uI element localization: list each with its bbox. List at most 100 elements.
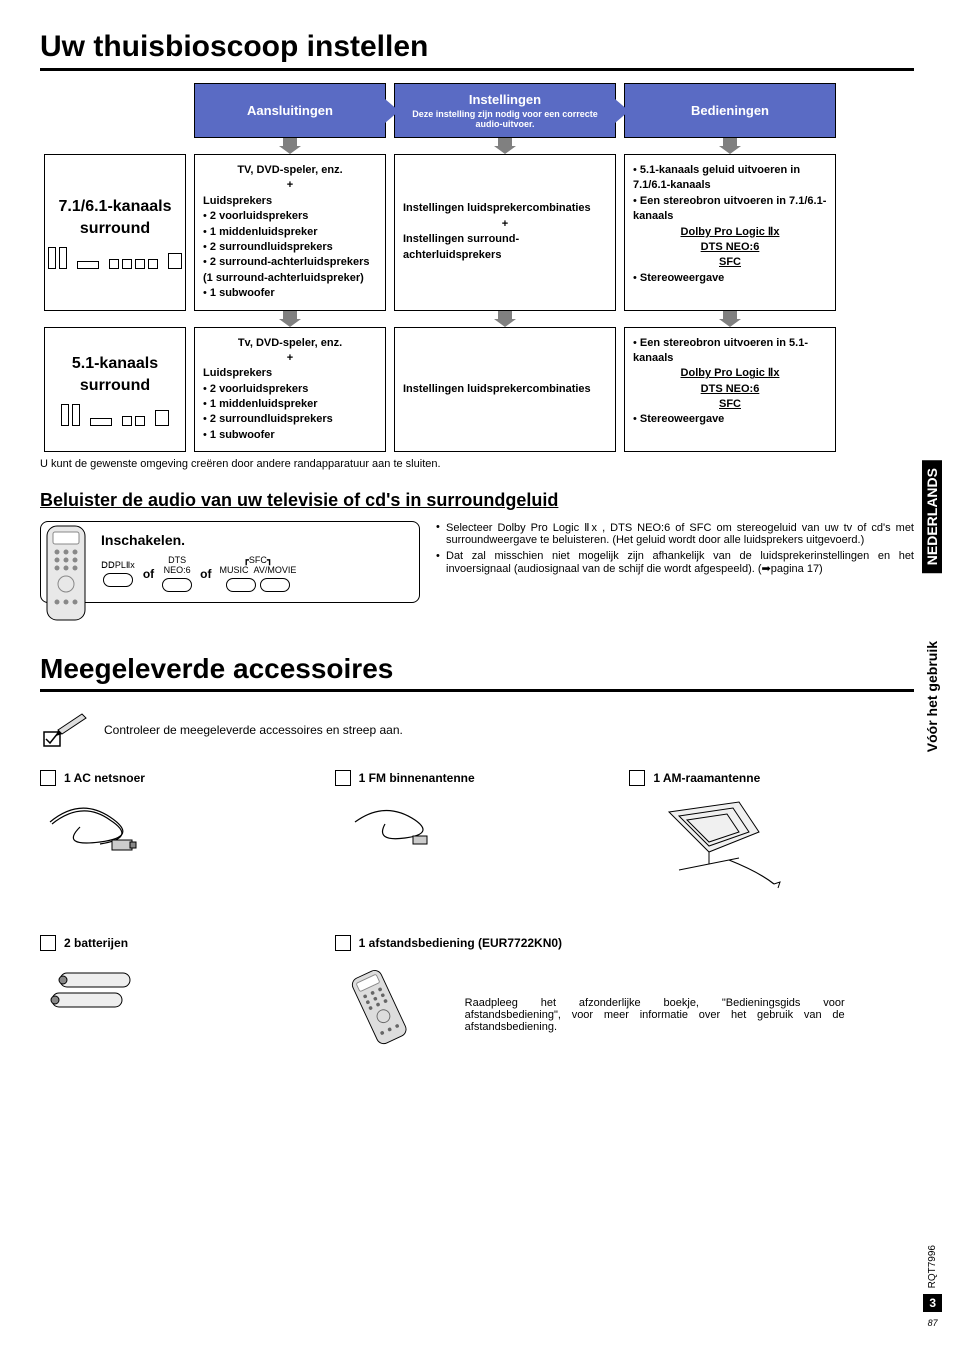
arrow-down-icon — [194, 311, 386, 327]
sfc-label: SFC — [249, 555, 267, 565]
settings-b: Instellingen surround-achterluidsprekers — [403, 232, 607, 263]
cell-settings-51: Instellingen luidsprekercombinaties — [394, 327, 616, 453]
arrow-down-icon — [394, 138, 616, 154]
button-row: ⅮⅮPLⅡx of DTS NEO:6 of ┏SFC┓ MUSIC AV/MO… — [101, 556, 405, 592]
acc-label: 1 AC netsnoer — [64, 771, 145, 785]
arrow-down-icon — [624, 138, 836, 154]
side-tabs: NEDERLANDS Vóór het gebruik — [922, 460, 942, 760]
subsection-title: Beluister de audio van uw televisie of c… — [40, 490, 914, 511]
cell-ops-71: 5.1-kanaals geluid uitvoeren in 7.1/6.1-… — [624, 154, 836, 311]
plus: + — [287, 352, 293, 364]
label-text: 5.1-kanaals surround — [53, 353, 177, 398]
note-2: Dat zal misschien niet mogelijk zijn afh… — [436, 550, 914, 575]
section2-title: Meegeleverde accessoires — [40, 653, 914, 692]
btn-sfc: ┏SFC┓ MUSIC AV/MOVIE — [219, 556, 296, 592]
remote-icon — [37, 518, 107, 628]
lang-tab: NEDERLANDS — [922, 460, 942, 573]
acc-label: 1 afstandsbediening (EUR7722KN0) — [359, 936, 562, 950]
row-label-51: 5.1-kanaals surround — [44, 327, 186, 453]
header-subtext: Deze instelling zijn nodig voor een corr… — [401, 109, 609, 129]
notes: Selecteer Dolby Pro Logic Ⅱx , DTS NEO:6… — [436, 521, 914, 579]
sfc-l: MUSIC — [219, 565, 248, 575]
list-item: 1 middenluidspreker — [203, 397, 377, 412]
conn-title: Tv, DVD-speler, enz. — [238, 337, 342, 349]
ac-cord-icon — [40, 792, 160, 862]
oval-button-icon — [103, 573, 133, 587]
arrow-down-icon — [194, 138, 386, 154]
arrow-down-icon — [624, 311, 836, 327]
cell-connections-51: Tv, DVD-speler, enz. + Luidsprekers 2 vo… — [194, 327, 386, 453]
page-number: 3 — [923, 1294, 942, 1312]
spacer — [40, 83, 190, 138]
plus: + — [287, 179, 293, 191]
footnote: U kunt de gewenste omgeving creëren door… — [40, 458, 914, 470]
spacer — [40, 138, 190, 154]
accessories-grid: 1 AC netsnoer 1 FM binnenantenne 1 AM-ra… — [40, 770, 914, 1047]
list-item: 2 surround-achterluidsprekers (1 surroun… — [203, 255, 377, 286]
acc-item-remote: 1 afstandsbediening (EUR7722KN0) Raadple… — [335, 935, 914, 1047]
cell-connections-71: TV, DVD-speler, enz. + Luidsprekers 2 vo… — [194, 154, 386, 311]
checkbox-icon — [40, 935, 56, 951]
acc-label: 1 AM-raamantenne — [653, 771, 760, 785]
settings-a: Instellingen luidsprekercombinaties — [403, 201, 607, 216]
list-item: Een stereobron uitvoeren in 5.1-kanaals — [633, 336, 827, 367]
remote-control-icon — [335, 957, 445, 1047]
list-item: 1 subwoofer — [203, 286, 377, 301]
label-text: 7.1/6.1-kanaals surround — [53, 196, 177, 241]
list-item: 5.1-kanaals geluid uitvoeren in 7.1/6.1-… — [633, 163, 827, 194]
list-item: 2 surroundluidsprekers — [203, 412, 377, 427]
sfc-r: AV/MOVIE — [253, 565, 296, 575]
speaker-diagram-icon — [61, 404, 169, 426]
header-operations: Bedieningen — [624, 83, 836, 138]
settings-a: Instellingen luidsprekercombinaties — [403, 382, 591, 397]
header-connections: Aansluitingen — [194, 83, 386, 138]
checkbox-icon — [629, 770, 645, 786]
flow-table: Aansluitingen Instellingen Deze instelli… — [40, 83, 914, 452]
acc-item-am: 1 AM-raamantenne — [629, 770, 914, 895]
cell-ops-51: Een stereobron uitvoeren in 5.1-kanaals … — [624, 327, 836, 453]
acc-note: Raadpleeg het afzonderlijke boekje, "Bed… — [465, 997, 845, 1033]
list-item: Een stereobron uitvoeren in 7.1/6.1-kana… — [633, 194, 827, 225]
am-antenna-icon — [629, 792, 789, 892]
list-item: 2 voorluidsprekers — [203, 382, 377, 397]
oval-button-icon — [260, 578, 290, 592]
acc-item-batt: 2 batterijen — [40, 935, 325, 1047]
inschakelen-label: Inschakelen. — [101, 532, 405, 548]
acc-item-ac: 1 AC netsnoer — [40, 770, 325, 895]
conn-title: TV, DVD-speler, enz. — [237, 164, 342, 176]
of-label: of — [200, 567, 211, 581]
checkbox-icon — [335, 770, 351, 786]
speaker-diagram-icon — [48, 247, 182, 269]
remote-box: Inschakelen. ⅮⅮPLⅡx of DTS NEO:6 of ┏SFC… — [40, 521, 420, 603]
pencil-checklist-icon — [40, 710, 90, 750]
conn-list: 2 voorluidsprekers 1 middenluidspreker 2… — [203, 209, 377, 301]
list-item: 2 surroundluidsprekers — [203, 240, 377, 255]
acc-item-fm: 1 FM binnenantenne — [335, 770, 620, 895]
header-text: Instellingen — [401, 92, 609, 107]
oval-button-icon — [226, 578, 256, 592]
of-label: of — [143, 567, 154, 581]
link-dts: DTS NEO:6 — [633, 240, 827, 255]
spacer — [40, 311, 190, 327]
conn-list: 2 voorluidsprekers 1 middenluidspreker 2… — [203, 382, 377, 444]
acc-intro-text: Controleer de meegeleverde accessoires e… — [104, 723, 403, 737]
listen-section: Inschakelen. ⅮⅮPLⅡx of DTS NEO:6 of ┏SFC… — [40, 521, 914, 603]
section-tab: Vóór het gebruik — [922, 633, 942, 760]
acc-intro: Controleer de meegeleverde accessoires e… — [40, 710, 914, 750]
checkbox-icon — [335, 935, 351, 951]
header-text: Bedieningen — [631, 103, 829, 118]
header-settings: Instellingen Deze instelling zijn nodig … — [394, 83, 616, 138]
list-item: 1 middenluidspreker — [203, 225, 377, 240]
oval-button-icon — [162, 578, 192, 592]
btn-dts: DTS NEO:6 — [162, 556, 192, 592]
plus: + — [502, 218, 508, 230]
list-item: Stereoweergave — [633, 271, 827, 286]
cell-settings-71: Instellingen luidsprekercombinaties + In… — [394, 154, 616, 311]
header-text: Aansluitingen — [201, 103, 379, 118]
conn-speakers: Luidsprekers — [203, 367, 272, 379]
link-dpl: Dolby Pro Logic Ⅱx — [633, 366, 827, 381]
note-1: Selecteer Dolby Pro Logic Ⅱx , DTS NEO:6… — [436, 521, 914, 546]
acc-label: 2 batterijen — [64, 936, 128, 950]
acc-label: 1 FM binnenantenne — [359, 771, 475, 785]
link-dpl: Dolby Pro Logic Ⅱx — [633, 225, 827, 240]
